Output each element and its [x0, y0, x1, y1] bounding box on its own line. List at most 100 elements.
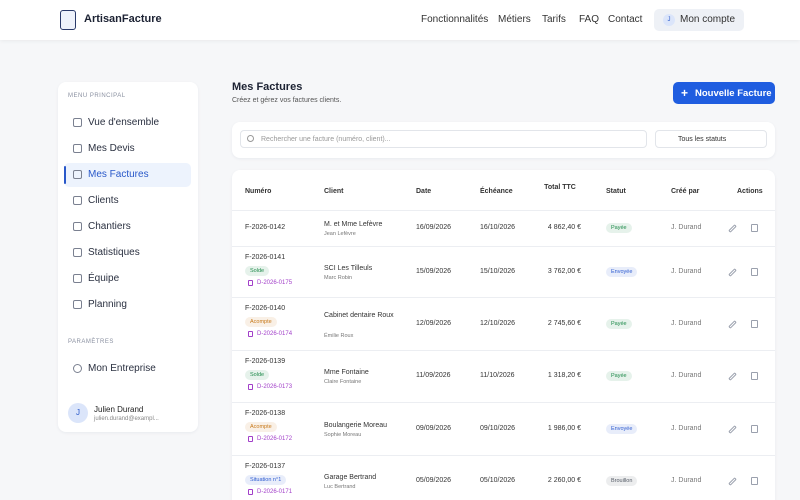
delete-button[interactable]: [751, 319, 758, 328]
nav-link[interactable]: Métiers: [498, 14, 531, 25]
invoice-tag: Solde: [245, 266, 270, 276]
created-by: J. Durand: [671, 319, 702, 327]
devis-icon: [248, 280, 253, 286]
invoice-number[interactable]: F-2026-0138: [245, 410, 286, 417]
row-divider: [232, 350, 775, 351]
client-contact: Sophie Moreau: [324, 431, 362, 438]
invoice-total: 2 745,60 €: [547, 319, 581, 327]
column-header[interactable]: Statut: [606, 188, 626, 195]
new-invoice-button[interactable]: Nouvelle Facture: [673, 82, 775, 104]
status-filter[interactable]: Tous les statuts: [655, 130, 767, 148]
invoice-tag: Acompte: [245, 422, 277, 432]
nav-item[interactable]: Statistiques: [88, 247, 140, 258]
nav-item[interactable]: Planning: [88, 299, 127, 310]
user-email: julien.durand@exampl...: [94, 416, 159, 422]
nav-link[interactable]: FAQ: [579, 14, 600, 25]
section-label: PARAMÈTRES: [68, 339, 114, 345]
status-pill: Brouillon: [606, 476, 638, 486]
logo-icon[interactable]: [60, 10, 76, 30]
client-name: Cabinet dentaire Roux: [324, 311, 394, 319]
row-divider: [232, 402, 775, 403]
created-by: J. Durand: [671, 267, 702, 275]
invoice-date: 16/09/2026: [416, 224, 452, 231]
client-name: Garage Bertrand: [324, 474, 377, 481]
invoice-number[interactable]: F-2026-0141: [245, 254, 286, 261]
row-divider: [232, 455, 775, 456]
brand[interactable]: ArtisanFacture: [84, 13, 162, 25]
client-name: Mme Fontaine: [324, 369, 369, 376]
delete-button[interactable]: [751, 372, 758, 380]
client-contact: Émilie Roux: [324, 332, 354, 339]
invoice-date: 11/09/2026: [416, 372, 451, 379]
column-header[interactable]: Date: [416, 188, 432, 195]
account-button[interactable]: [654, 9, 744, 31]
delete-button[interactable]: [751, 267, 758, 276]
invoice-date: 12/09/2026: [416, 319, 452, 327]
header-divider: [232, 210, 775, 211]
delete-button[interactable]: [751, 477, 758, 485]
created-by: J. Durand: [671, 477, 702, 484]
invoice-due: 11/10/2026: [480, 372, 515, 379]
nav-link[interactable]: Contact: [608, 14, 643, 25]
client-contact: Marc Robin: [324, 274, 353, 281]
nav-icon: [73, 144, 82, 153]
nav-item[interactable]: Équipe: [88, 273, 120, 284]
invoice-number[interactable]: F-2026-0140: [245, 305, 286, 312]
nav-item[interactable]: Mes Devis: [88, 143, 135, 154]
devis-link[interactable]: D-2026-0172: [257, 436, 293, 442]
nav-item[interactable]: Vue d'ensemble: [88, 117, 160, 128]
nav-item[interactable]: Mes Factures: [64, 163, 191, 187]
devis-icon: [248, 331, 253, 337]
delete-button[interactable]: [751, 224, 758, 232]
invoice-due: 05/10/2026: [480, 477, 516, 484]
created-by: J. Durand: [671, 424, 702, 432]
created-by: J. Durand: [671, 372, 702, 379]
nav-link[interactable]: Tarifs: [542, 14, 566, 25]
invoice-total: 4 862,40 €: [547, 224, 581, 231]
invoice-number[interactable]: F-2026-0139: [245, 358, 286, 365]
nav-icon: [73, 300, 82, 309]
invoice-table: [232, 170, 775, 500]
nav-icon: [73, 248, 82, 257]
devis-link[interactable]: D-2026-0175: [257, 280, 293, 286]
invoice-tag: Situation n°1: [245, 475, 287, 485]
invoice-total: 3 762,00 €: [547, 267, 581, 275]
nav-link[interactable]: Fonctionnalités: [421, 14, 489, 25]
invoice-due: 16/10/2026: [480, 224, 516, 231]
invoice-date: 15/09/2026: [416, 267, 452, 275]
nav-item[interactable]: Chantiers: [88, 221, 131, 232]
search-input[interactable]: Rechercher une facture (numéro, client).…: [240, 130, 647, 148]
search-icon: [247, 135, 254, 142]
devis-icon: [248, 436, 253, 442]
search-bar: [232, 122, 775, 158]
invoice-number[interactable]: F-2026-0142: [245, 224, 286, 231]
invoice-total: 2 260,00 €: [547, 477, 581, 484]
client-name: M. et Mme Lefèvre: [324, 221, 383, 228]
status-pill: Payée: [606, 371, 632, 381]
devis-link[interactable]: D-2026-0173: [257, 384, 293, 390]
nav-icon: [73, 222, 82, 231]
column-header[interactable]: Total TTC: [544, 184, 576, 191]
devis-link[interactable]: D-2026-0171: [257, 489, 293, 495]
nav-icon: [73, 118, 82, 127]
invoice-due: 09/10/2026: [480, 424, 516, 432]
status-pill: Payée: [606, 318, 632, 329]
column-header[interactable]: Numéro: [245, 188, 272, 195]
nav-icon: [73, 170, 82, 179]
client-contact: Claire Fontaine: [324, 379, 362, 385]
nav-item[interactable]: Clients: [88, 195, 119, 206]
devis-link[interactable]: D-2026-0174: [257, 331, 293, 337]
invoice-number[interactable]: F-2026-0137: [245, 463, 286, 470]
delete-button[interactable]: [751, 424, 758, 433]
nav-icon: [73, 196, 82, 205]
nav-item[interactable]: Mon Entreprise: [88, 363, 156, 374]
section-label: MENU PRINCIPAL: [68, 93, 126, 99]
column-header[interactable]: Client: [324, 188, 344, 195]
client-contact: Jean Lefèvre: [324, 231, 356, 237]
column-header[interactable]: Échéance: [480, 188, 513, 195]
devis-icon: [248, 384, 253, 390]
invoice-due: 12/10/2026: [480, 319, 516, 327]
user-avatar: J: [68, 403, 88, 423]
active-indicator: [64, 166, 66, 184]
